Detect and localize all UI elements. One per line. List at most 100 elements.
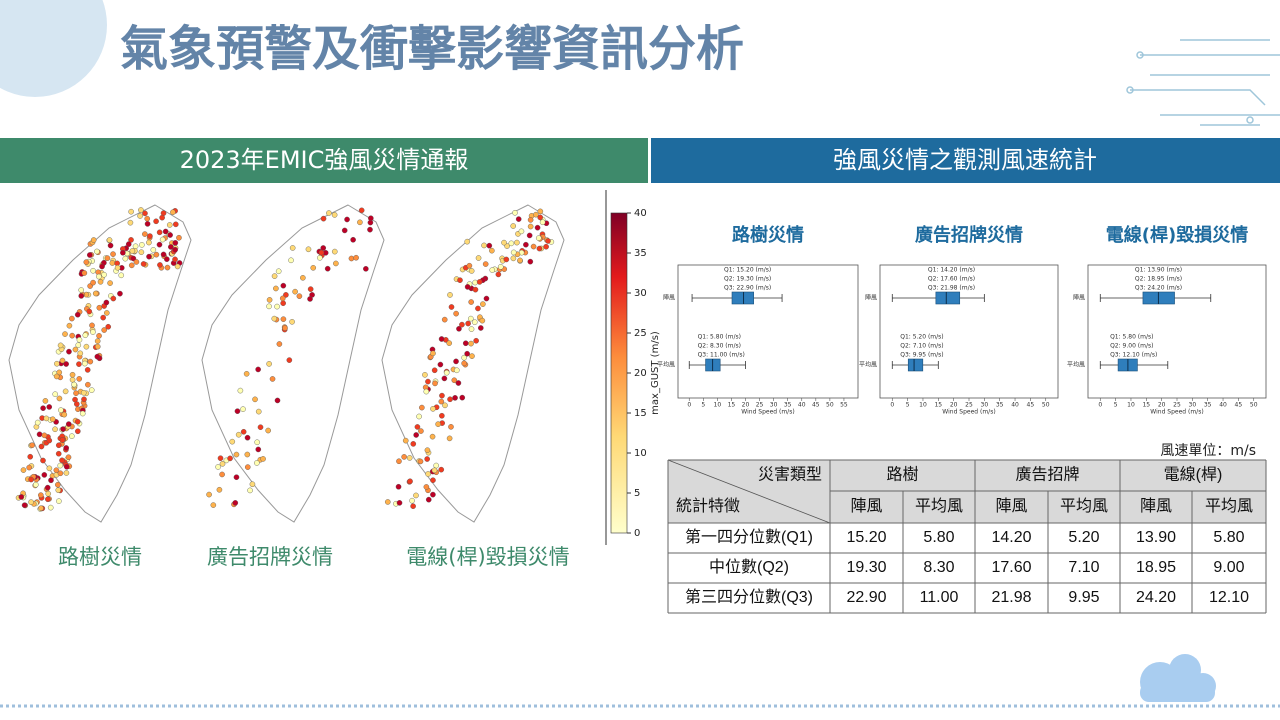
- map-dot: [48, 477, 54, 484]
- left-header-bar: [0, 138, 648, 183]
- map-dot: [464, 284, 471, 290]
- quartile-note: Q3: 9.95 (m/s): [900, 352, 943, 359]
- map-dot: [495, 271, 502, 278]
- map-dot: [18, 494, 25, 500]
- quartile-note: Q2: 17.60 (m/s): [928, 276, 975, 283]
- map-dot: [114, 264, 121, 271]
- map-dot: [536, 245, 543, 252]
- map-dot: [105, 323, 112, 330]
- map-dot: [232, 500, 239, 506]
- map-dot: [41, 472, 48, 478]
- map-dot: [104, 310, 110, 316]
- map-dot: [432, 380, 438, 387]
- map-dot: [464, 238, 471, 245]
- map-dot: [101, 271, 107, 278]
- map-dot: [81, 360, 88, 367]
- map-dot: [219, 471, 225, 478]
- map-dot: [142, 210, 148, 217]
- series-name: 平均風: [657, 361, 675, 369]
- map-dot: [282, 325, 288, 331]
- map-dot: [247, 487, 253, 494]
- map-dot: [537, 214, 543, 221]
- map-dot: [85, 381, 91, 388]
- map-dot: [27, 453, 34, 460]
- map-dot: [469, 353, 475, 359]
- map-dot: [430, 477, 436, 484]
- x-tick-label: 15: [934, 402, 942, 409]
- map-dot: [216, 486, 223, 493]
- map-dot: [120, 249, 126, 256]
- map-dot: [459, 321, 465, 328]
- map-dot: [468, 326, 475, 332]
- map-dot: [63, 361, 69, 367]
- x-tick-label: 20: [1158, 402, 1166, 409]
- map-dot: [331, 248, 338, 255]
- map-dot: [310, 265, 317, 271]
- map-dot: [147, 233, 153, 239]
- map-dot: [395, 483, 402, 490]
- map-dot: [486, 242, 493, 249]
- map-dot: [425, 378, 431, 385]
- boxplot-title: 路樹災情: [732, 224, 804, 246]
- x-tick-label: 35: [1204, 402, 1212, 409]
- table-cell: 13.90: [1136, 529, 1176, 546]
- map-dot: [128, 208, 134, 215]
- quartile-note: Q2: 7.10 (m/s): [900, 343, 943, 350]
- map-dot: [489, 247, 495, 254]
- map-dot: [47, 504, 54, 511]
- map-dot: [164, 264, 171, 271]
- x-tick-label: 15: [728, 402, 736, 409]
- quartile-note: Q1: 13.90 (m/s): [1135, 267, 1182, 274]
- x-tick-label: 45: [1027, 402, 1035, 409]
- x-tick-label: 15: [1142, 402, 1150, 409]
- quartile-note: Q2: 19.30 (m/s): [724, 276, 771, 283]
- map-dot: [172, 221, 179, 228]
- map-dot: [104, 255, 111, 261]
- table-cell: 24.20: [1136, 589, 1176, 606]
- map-dot: [523, 241, 529, 248]
- map-dot: [429, 433, 436, 440]
- map-dot: [274, 303, 280, 310]
- map-dot: [78, 287, 85, 293]
- map-dot: [501, 239, 507, 246]
- map-dot: [533, 211, 539, 218]
- map-dot: [515, 216, 522, 222]
- map-dot: [465, 320, 471, 327]
- map-dot: [539, 219, 546, 226]
- map-dot: [174, 263, 181, 270]
- map-dot: [57, 470, 64, 477]
- corner-top: 災害類型: [758, 466, 822, 484]
- map-dot: [508, 240, 515, 247]
- map-dot: [100, 314, 106, 321]
- map-dot: [441, 316, 448, 323]
- colorbar-label: max_GUST (m/s): [650, 331, 661, 415]
- map-dot: [227, 455, 233, 462]
- map-dot: [447, 292, 453, 298]
- map-dot: [534, 224, 541, 231]
- colorbar-tick-label: 20: [634, 368, 647, 379]
- map-dot: [66, 322, 73, 329]
- map-dot: [456, 325, 462, 332]
- map-dot: [471, 319, 478, 325]
- map-dot: [92, 290, 99, 297]
- map-dot: [132, 243, 139, 250]
- map-dot: [90, 279, 96, 286]
- map-dot: [255, 446, 262, 453]
- map-dot: [106, 237, 113, 243]
- quartile-note: Q1: 5.80 (m/s): [1110, 334, 1153, 341]
- map-dot: [75, 428, 81, 435]
- map-dot: [430, 491, 436, 498]
- map-dot: [367, 226, 373, 233]
- map-dot: [410, 503, 416, 510]
- map-dot: [451, 377, 458, 384]
- map-dot: [424, 447, 431, 453]
- map-dot: [133, 259, 140, 265]
- map-dot: [54, 360, 60, 367]
- colorbar-tick-label: 30: [634, 288, 647, 299]
- x-tick-label: 5: [906, 402, 910, 409]
- map-dot: [414, 424, 421, 430]
- map-dot: [417, 458, 424, 465]
- map-dot: [446, 340, 453, 346]
- map-dot: [252, 396, 258, 403]
- map-dot: [358, 207, 365, 214]
